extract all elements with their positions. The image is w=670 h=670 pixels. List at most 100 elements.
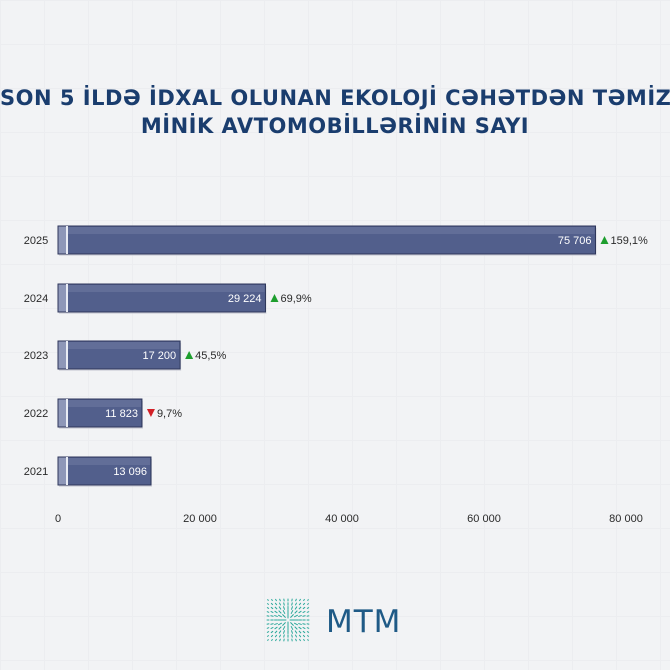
x-tick-label: 60 000 <box>467 513 501 525</box>
change-label: 69,9% <box>280 293 311 305</box>
logo-stroke <box>278 606 282 610</box>
logo-stroke <box>283 598 285 602</box>
logo-stroke <box>266 611 270 613</box>
logo-stroke <box>294 610 298 614</box>
change-down-icon <box>146 409 155 417</box>
logo-stroke <box>291 634 293 638</box>
logo-stroke <box>302 634 306 638</box>
x-tick-label: 20 000 <box>183 513 217 525</box>
logo-stroke <box>283 602 285 606</box>
logo-stroke <box>283 634 285 638</box>
logo-stroke <box>266 623 270 625</box>
logo-stroke <box>295 638 297 642</box>
logo-stroke <box>306 615 310 617</box>
logo-stroke <box>298 610 302 614</box>
logo-stroke <box>307 599 309 601</box>
logo-stroke <box>282 622 286 626</box>
logo-stroke <box>298 634 302 638</box>
logo-stroke <box>291 598 293 602</box>
logo-stroke <box>302 630 306 634</box>
logo-stroke <box>279 638 281 642</box>
logo-stroke <box>270 623 274 625</box>
logo-stroke <box>270 610 274 614</box>
bar-end-cap <box>57 456 68 486</box>
brand-name: MTM <box>326 604 402 640</box>
title-line-2: MİNİK AVTOMOBİLLƏRİNİN SAYI <box>140 114 530 138</box>
logo-stroke <box>274 630 278 634</box>
category-label: 2023 <box>24 350 48 362</box>
logo-stroke <box>302 602 306 606</box>
logo-stroke <box>278 626 282 630</box>
x-tick-label: 0 <box>55 513 61 525</box>
logo-stroke <box>278 602 282 606</box>
logo-stroke <box>290 614 294 618</box>
logo-stroke <box>270 638 274 642</box>
data-label: 13 096 <box>113 466 147 478</box>
category-label: 2022 <box>24 408 48 420</box>
bar-highlight <box>59 285 265 292</box>
change-up-icon <box>270 294 279 302</box>
logo-stroke <box>266 630 270 634</box>
bar-highlight <box>59 342 180 349</box>
logo-stroke <box>306 611 310 613</box>
logo-stroke <box>277 614 283 618</box>
mtm-logo-icon <box>266 598 310 642</box>
logo-stroke <box>294 626 298 630</box>
logo-stroke <box>298 614 302 618</box>
logo-stroke <box>279 598 281 602</box>
logo-stroke <box>267 639 269 641</box>
x-tick-label: 80 000 <box>609 513 643 525</box>
logo-stroke <box>290 625 294 631</box>
logo-stroke <box>278 630 282 634</box>
logo-stroke <box>282 606 286 610</box>
logo-stroke <box>298 598 302 602</box>
change-label: 45,5% <box>195 350 226 362</box>
data-label: 29 224 <box>228 293 262 305</box>
logo-stroke <box>274 606 278 610</box>
logo-stroke <box>302 615 306 617</box>
logo-stroke <box>274 634 278 638</box>
logo-stroke <box>270 602 274 606</box>
logo-stroke <box>291 638 293 642</box>
category-label: 2021 <box>24 466 48 478</box>
logo-stroke <box>274 610 278 614</box>
change-up-icon <box>600 236 609 244</box>
logo-stroke <box>302 623 306 625</box>
logo-stroke <box>302 610 306 614</box>
logo-stroke <box>298 606 302 610</box>
logo-stroke <box>290 606 294 610</box>
logo-stroke <box>278 610 282 614</box>
bar-end-cap <box>57 225 68 255</box>
logo-stroke <box>306 606 310 610</box>
data-label: 75 706 <box>558 235 592 247</box>
bar-end-cap <box>57 283 68 313</box>
logo-stroke <box>270 626 274 630</box>
logo-stroke <box>278 634 282 638</box>
logo-stroke <box>282 625 286 631</box>
logo-stroke <box>282 630 286 634</box>
logo-stroke <box>298 602 302 606</box>
logo-stroke <box>306 634 310 638</box>
logo-stroke <box>274 602 278 606</box>
change-label: 9,7% <box>157 408 182 420</box>
bar-end-cap <box>57 340 68 370</box>
x-tick-label: 40 000 <box>325 513 359 525</box>
data-label: 17 200 <box>142 350 176 362</box>
logo-stroke <box>295 598 297 602</box>
logo-stroke <box>267 599 269 601</box>
logo-stroke <box>266 606 270 610</box>
category-label: 2025 <box>24 235 48 247</box>
logo-stroke <box>290 609 294 615</box>
logo-stroke <box>270 615 274 617</box>
logo-stroke <box>283 638 285 642</box>
logo-stroke <box>282 609 286 615</box>
title-line-1: SON 5 İLDƏ İDXAL OLUNAN EKOLOJİ CƏHƏTDƏN… <box>0 86 670 110</box>
logo-stroke <box>294 606 298 610</box>
bar-highlight <box>59 400 141 407</box>
logo-stroke <box>266 627 270 629</box>
logo-stroke <box>274 626 278 630</box>
logo-stroke <box>274 622 278 626</box>
logo-stroke <box>291 602 293 606</box>
logo-stroke <box>270 606 274 610</box>
